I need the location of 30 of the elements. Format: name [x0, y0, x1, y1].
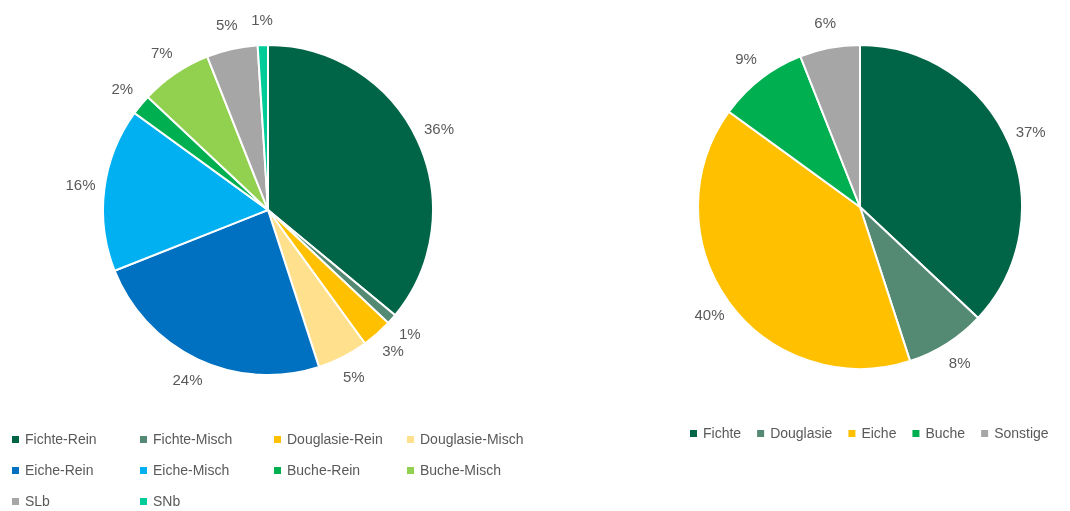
- data-label: 3%: [382, 341, 404, 359]
- legend-label: Fichte: [703, 424, 742, 441]
- legend-label: Douglasie-Rein: [287, 430, 383, 447]
- legend-label: Eiche-Rein: [25, 461, 94, 478]
- data-label: 8%: [948, 354, 971, 372]
- data-label: 16%: [65, 176, 96, 194]
- legend-label: Douglasie-Misch: [420, 430, 524, 447]
- data-label: 2%: [111, 79, 134, 97]
- legend-label: Buche-Rein: [287, 461, 361, 478]
- data-label: 1%: [398, 324, 421, 342]
- legend-label: Buche-Misch: [420, 461, 501, 478]
- data-label: 36%: [424, 119, 455, 137]
- data-label: 5%: [215, 15, 238, 33]
- data-label: 24%: [172, 370, 203, 388]
- data-label: 6%: [814, 14, 836, 32]
- data-label: 37%: [1015, 123, 1046, 141]
- data-label: 9%: [735, 50, 757, 67]
- legend-label: Sonstige: [994, 424, 1049, 441]
- legend-label: Fichte-Rein: [25, 430, 97, 447]
- legend-label: Fichte-Misch: [153, 430, 233, 447]
- data-label: 1%: [251, 11, 273, 29]
- legend-label: Eiche: [861, 424, 897, 441]
- legend-label: SLb: [25, 492, 51, 509]
- data-label: 40%: [694, 306, 725, 324]
- data-label: 5%: [342, 368, 365, 386]
- legend-label: Eiche-Misch: [153, 461, 230, 478]
- legend-label: SNb: [153, 492, 181, 509]
- legend-label: Buche: [925, 424, 966, 441]
- data-label: 7%: [150, 43, 173, 61]
- legend-label: Douglasie: [770, 424, 833, 441]
